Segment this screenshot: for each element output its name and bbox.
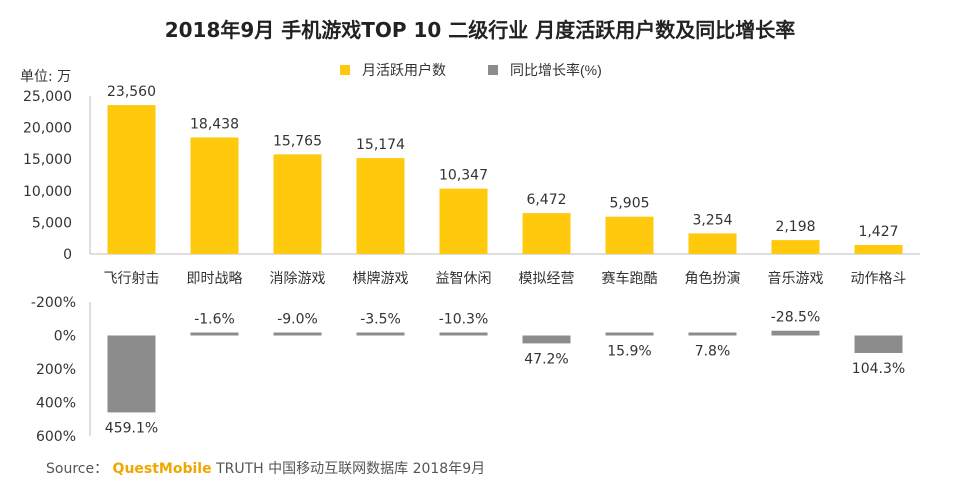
category-label: 棋牌游戏 [353, 270, 409, 287]
growth-value-label: 15.9% [607, 344, 651, 360]
growth-value-label: 7.8% [695, 344, 731, 360]
growth-value-label: -10.3% [439, 312, 489, 328]
bottom-y-tick-label: 200% [36, 362, 76, 378]
growth-value-label: -1.6% [194, 312, 235, 328]
category-label: 赛车跑酷 [602, 270, 658, 287]
legend-swatch-growth [488, 65, 498, 75]
category-label: 飞行射击 [104, 271, 160, 287]
growth-bar [522, 335, 571, 344]
source-brand: QuestMobile [112, 461, 212, 477]
growth-bar [356, 332, 405, 336]
growth-value-label: 104.3% [852, 361, 905, 377]
legend-item-growth: 同比增长率(%) [488, 60, 602, 80]
mau-value-label: 2,198 [775, 219, 815, 235]
growth-bar [771, 330, 820, 336]
top-y-tick-label: 0 [63, 247, 72, 263]
category-label: 消除游戏 [270, 271, 326, 287]
bottom-y-tick-label: 0% [54, 329, 76, 345]
mau-bar [854, 244, 903, 254]
growth-bar [439, 332, 488, 336]
mau-value-label: 18,438 [190, 116, 239, 132]
mau-value-label: 6,472 [526, 192, 566, 208]
unit-label: 单位: 万 [20, 69, 72, 85]
growth-value-label: -28.5% [771, 310, 821, 326]
mau-bar [273, 154, 322, 254]
growth-bar [605, 332, 654, 336]
growth-value-label: -3.5% [360, 312, 401, 328]
growth-bar [854, 335, 903, 353]
top-y-tick-label: 15,000 [23, 152, 72, 168]
mau-bar [190, 137, 239, 254]
category-label: 模拟经营 [519, 271, 575, 287]
category-label: 动作格斗 [851, 271, 907, 287]
legend-label-mau: 月活跃用户数 [362, 62, 446, 78]
mau-value-label: 15,174 [356, 137, 405, 153]
mau-bar [356, 158, 405, 254]
growth-bar [190, 332, 239, 336]
top-y-tick-label: 25,000 [23, 89, 72, 105]
mau-bar [771, 240, 820, 254]
bottom-y-tick-label: 400% [36, 396, 76, 412]
growth-value-label: 47.2% [524, 351, 568, 367]
top-y-tick-label: 5,000 [32, 215, 72, 231]
mau-bar [522, 213, 571, 254]
mau-bar [439, 188, 488, 254]
top-y-tick-label: 10,000 [23, 184, 72, 200]
legend-item-mau: 月活跃用户数 [340, 60, 446, 80]
growth-bar [273, 332, 322, 336]
bottom-y-tick-label: -200% [31, 295, 76, 311]
mau-value-label: 23,560 [107, 84, 156, 100]
growth-value-label: 459.1% [105, 420, 158, 436]
mau-value-label: 5,905 [609, 196, 649, 212]
growth-bar [107, 335, 156, 413]
legend-swatch-mau [340, 65, 350, 75]
mau-bar [688, 233, 737, 254]
category-label: 角色扮演 [685, 270, 741, 287]
mau-value-label: 10,347 [439, 168, 488, 184]
legend-label-growth: 同比增长率(%) [510, 62, 602, 78]
mau-value-label: 15,765 [273, 133, 322, 149]
source-rest: TRUTH 中国移动互联网数据库 2018年9月 [216, 461, 486, 477]
bottom-y-tick-label: 600% [36, 429, 76, 445]
chart-title: 2018年9月 手机游戏TOP 10 二级行业 月度活跃用户数及同比增长率 [164, 18, 796, 42]
growth-bar [688, 332, 737, 336]
category-label: 音乐游戏 [768, 270, 824, 287]
top-y-tick-label: 20,000 [23, 121, 72, 137]
source-note: Source： QuestMobile TRUTH 中国移动互联网数据库 201… [46, 458, 485, 478]
category-label: 益智休闲 [436, 271, 492, 287]
mau-bar [107, 105, 156, 254]
source-prefix: Source： [46, 461, 109, 477]
category-label: 即时战略 [187, 271, 243, 287]
mau-bar [605, 216, 654, 254]
mau-value-label: 1,427 [858, 224, 898, 240]
legend: 月活跃用户数 同比增长率(%) [340, 60, 644, 80]
mau-value-label: 3,254 [692, 212, 732, 228]
growth-value-label: -9.0% [277, 312, 318, 328]
